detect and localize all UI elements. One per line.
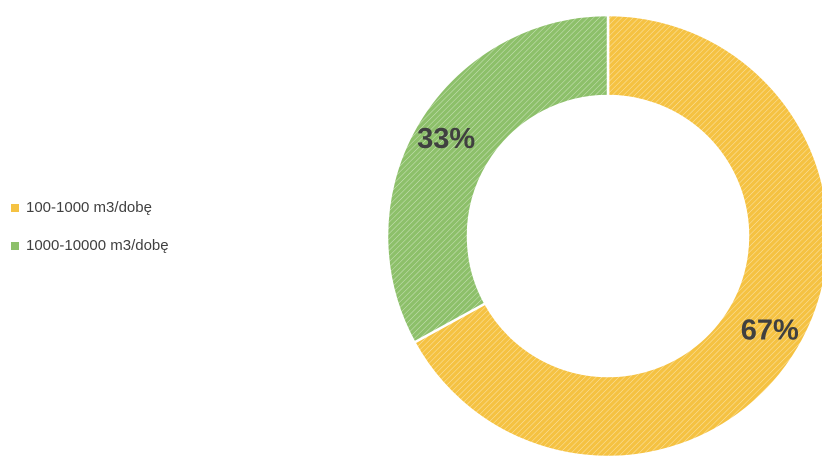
legend-swatch bbox=[11, 242, 19, 250]
legend-swatch bbox=[11, 204, 19, 212]
legend-text: 1000-10000 m3/dobę bbox=[26, 237, 169, 254]
value-label: 67% bbox=[741, 314, 799, 346]
legend-text: 100-1000 m3/dobę bbox=[26, 199, 152, 216]
legend: 100-1000 m3/dobę 1000-10000 m3/dobę bbox=[11, 199, 169, 254]
donut-slice bbox=[412, 13, 822, 456]
labels: 67% 33% bbox=[417, 123, 799, 346]
slices bbox=[385, 13, 822, 456]
donut-slice bbox=[385, 13, 610, 345]
value-label: 33% bbox=[417, 123, 475, 155]
